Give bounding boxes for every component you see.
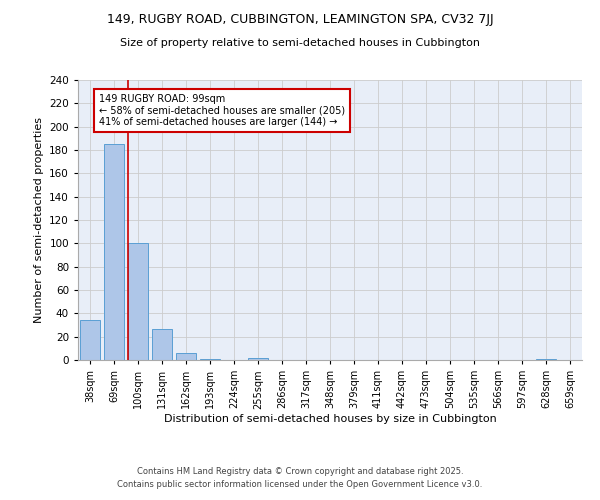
Bar bbox=[176, 353, 196, 360]
Text: Size of property relative to semi-detached houses in Cubbington: Size of property relative to semi-detach… bbox=[120, 38, 480, 48]
Bar bbox=[248, 358, 268, 360]
X-axis label: Distribution of semi-detached houses by size in Cubbington: Distribution of semi-detached houses by … bbox=[164, 414, 496, 424]
Y-axis label: Number of semi-detached properties: Number of semi-detached properties bbox=[34, 117, 44, 323]
Bar bbox=[536, 359, 556, 360]
Bar bbox=[200, 359, 220, 360]
Bar bbox=[80, 320, 100, 360]
Text: Contains public sector information licensed under the Open Government Licence v3: Contains public sector information licen… bbox=[118, 480, 482, 489]
Bar bbox=[104, 144, 124, 360]
Bar bbox=[152, 328, 172, 360]
Text: 149 RUGBY ROAD: 99sqm
← 58% of semi-detached houses are smaller (205)
41% of sem: 149 RUGBY ROAD: 99sqm ← 58% of semi-deta… bbox=[99, 94, 345, 127]
Bar bbox=[128, 244, 148, 360]
Text: Contains HM Land Registry data © Crown copyright and database right 2025.: Contains HM Land Registry data © Crown c… bbox=[137, 467, 463, 476]
Text: 149, RUGBY ROAD, CUBBINGTON, LEAMINGTON SPA, CV32 7JJ: 149, RUGBY ROAD, CUBBINGTON, LEAMINGTON … bbox=[107, 12, 493, 26]
